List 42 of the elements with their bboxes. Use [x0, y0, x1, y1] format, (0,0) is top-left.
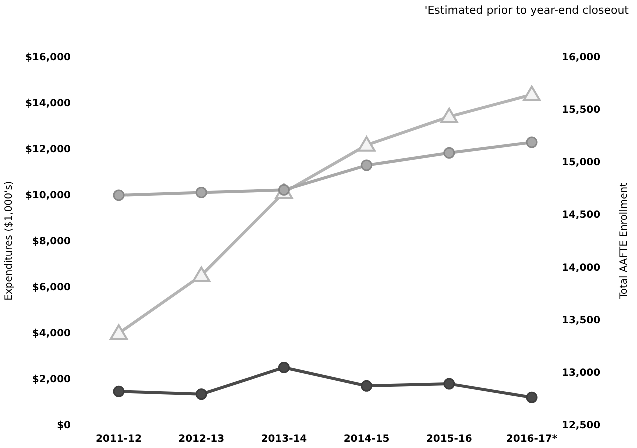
x-tick-label: 2013-14: [261, 434, 308, 445]
point: [361, 380, 373, 392]
y-tick-label: $2,000: [32, 374, 72, 386]
x-tick-label: 2016-17*: [506, 434, 558, 445]
x-tick-label: 2011-12: [96, 434, 142, 445]
y-tick-label: $10,000: [25, 190, 72, 202]
y-tick-label: $8,000: [32, 236, 72, 248]
y-tick-label: $16,000: [25, 52, 72, 64]
y2-tick-label: 14,000: [562, 262, 601, 274]
y2-tick-label: 16,000: [562, 52, 601, 64]
point: [196, 388, 208, 400]
y2-tick-label: 15,000: [562, 158, 601, 169]
y-axis-title: Expenditures ($1,000's): [4, 181, 15, 301]
y-tick-label: $0: [57, 420, 72, 432]
y-tick-label: $14,000: [25, 98, 72, 110]
point: [440, 108, 458, 124]
point: [444, 147, 456, 159]
y-tick-label: $12,000: [25, 144, 72, 156]
y-tick-label: $4,000: [32, 328, 72, 340]
y2-tick-label: 14,500: [562, 210, 601, 222]
point: [196, 186, 208, 198]
x-tick-label: 2015-16: [426, 434, 472, 445]
y2-tick-label: 15,500: [562, 105, 601, 116]
point: [444, 378, 456, 390]
point: [526, 136, 538, 148]
x-tick-label: 2012-13: [178, 434, 225, 445]
y2-tick-label: 13,500: [562, 315, 601, 326]
y-tick-label: $6,000: [32, 282, 72, 294]
point: [361, 160, 373, 172]
y2-tick-label: 13,000: [562, 368, 601, 379]
text: 'Estimated prior to year-end closeout: [424, 4, 630, 17]
point: [358, 136, 376, 152]
point: [110, 324, 128, 340]
point: [526, 392, 538, 404]
point: [523, 86, 541, 102]
point: [278, 362, 290, 374]
point: [192, 266, 211, 282]
point: [113, 190, 125, 202]
x-tick-label: 2014-15: [344, 434, 390, 445]
point: [113, 386, 125, 398]
y2-tick-label: 12,500: [562, 420, 601, 432]
y2-axis-title: Total AAFTE Enrollment: [619, 182, 630, 300]
